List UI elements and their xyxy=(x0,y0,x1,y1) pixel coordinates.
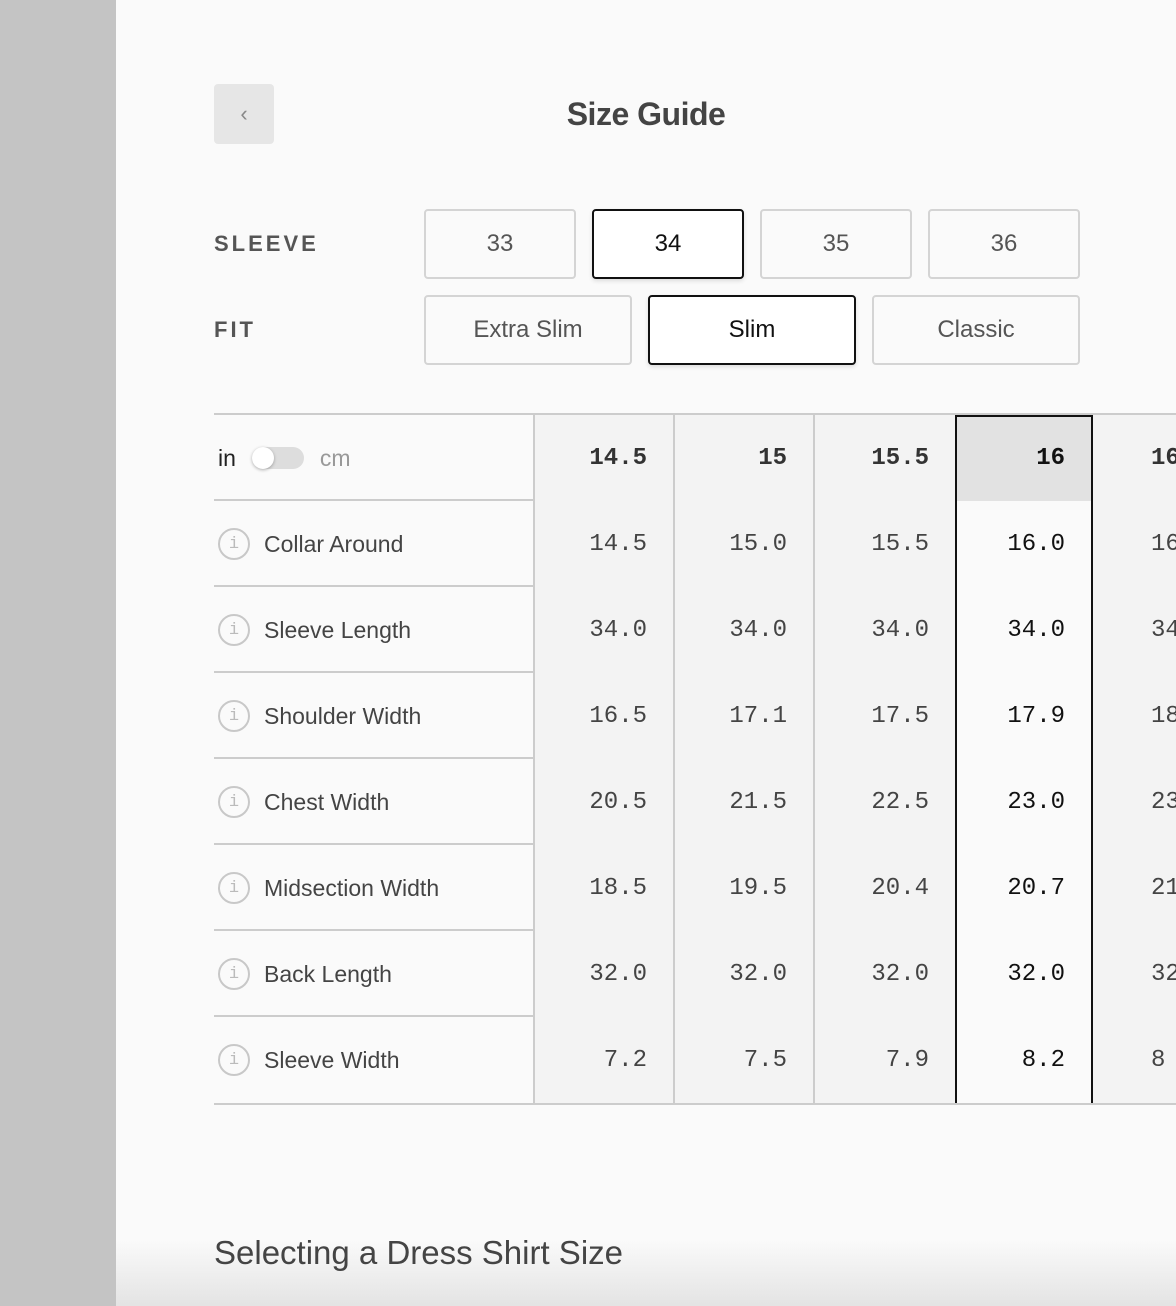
table-row: i Shoulder Width 16.517.117.517.918 xyxy=(214,673,1176,759)
info-icon[interactable]: i xyxy=(218,1044,250,1076)
measurement-label: i Collar Around xyxy=(214,501,403,587)
size-cell[interactable]: 21 xyxy=(1093,845,1176,931)
size-cell[interactable]: 15.0 xyxy=(673,501,813,587)
size-cell[interactable]: 15.5 xyxy=(813,501,955,587)
size-cell[interactable]: 8.2 xyxy=(955,1017,1093,1103)
measurement-name: Sleeve Width xyxy=(264,1046,400,1073)
page-title: Size Guide xyxy=(566,96,726,132)
size-cell[interactable]: 23 xyxy=(1093,759,1176,845)
size-cell[interactable]: 18.5 xyxy=(533,845,673,931)
size-cell[interactable]: 18 xyxy=(1093,673,1176,759)
table-row: i Midsection Width 18.519.520.420.721 xyxy=(214,845,1176,931)
measurement-name: Collar Around xyxy=(264,530,404,557)
fit-label: FIT xyxy=(214,317,256,342)
size-cell[interactable]: 34.0 xyxy=(955,587,1093,673)
size-cell[interactable]: 7.9 xyxy=(813,1017,955,1103)
sleeve-option-36[interactable]: 36 xyxy=(928,209,1080,279)
measurement-label: i Sleeve Width xyxy=(214,1017,400,1103)
sleeve-option-34[interactable]: 34 xyxy=(592,209,744,279)
fit-option-classic[interactable]: Classic xyxy=(872,295,1080,365)
size-cell[interactable]: 23.0 xyxy=(955,759,1093,845)
size-column-header[interactable]: 15 xyxy=(673,415,813,501)
unit-in-label: in xyxy=(218,444,236,471)
size-cell[interactable]: 14.5 xyxy=(533,501,673,587)
section-heading: Selecting a Dress Shirt Size xyxy=(214,1234,624,1271)
measurement-name: Sleeve Length xyxy=(264,616,412,643)
size-column-header[interactable]: 14.5 xyxy=(533,415,673,501)
size-column-header[interactable]: 15.5 xyxy=(813,415,955,501)
chevron-left-icon: ‹ xyxy=(240,101,248,126)
size-cell[interactable]: 7.5 xyxy=(673,1017,813,1103)
measurement-label: i Back Length xyxy=(214,931,392,1017)
size-cell[interactable]: 32.0 xyxy=(533,931,673,1017)
size-cell[interactable]: 16 xyxy=(1093,501,1176,587)
size-cell[interactable]: 34.0 xyxy=(813,587,955,673)
size-cell[interactable]: 32.0 xyxy=(813,931,955,1017)
table-row: i Chest Width 20.521.522.523.023 xyxy=(214,759,1176,845)
size-cell[interactable]: 16.0 xyxy=(955,501,1093,587)
info-icon[interactable]: i xyxy=(218,872,250,904)
fit-option-extra-slim[interactable]: Extra Slim xyxy=(424,295,632,365)
measurement-name: Back Length xyxy=(264,960,392,987)
info-icon[interactable]: i xyxy=(218,700,250,732)
size-cell[interactable]: 17.9 xyxy=(955,673,1093,759)
side-overlay xyxy=(0,0,116,1306)
info-icon[interactable]: i xyxy=(218,958,250,990)
size-cell[interactable]: 34.0 xyxy=(673,587,813,673)
size-column-header[interactable]: 16 xyxy=(955,415,1093,501)
size-column-header[interactable]: 16 xyxy=(1093,415,1176,501)
table-row: i Sleeve Width 7.2 7.5 7.9 8.2 8 xyxy=(214,1017,1176,1103)
back-button[interactable]: ‹ xyxy=(214,84,274,144)
sleeve-option-35[interactable]: 35 xyxy=(760,209,912,279)
measurement-label: i Chest Width xyxy=(214,759,389,845)
size-cell[interactable]: 7.2 xyxy=(533,1017,673,1103)
size-cell[interactable]: 8 xyxy=(1093,1017,1176,1103)
measurement-name: Shoulder Width xyxy=(264,702,422,729)
size-cell[interactable]: 20.7 xyxy=(955,845,1093,931)
table-row: i Collar Around 14.515.015.516.016 xyxy=(214,501,1176,587)
measurement-name: Chest Width xyxy=(264,788,390,815)
unit-toggle[interactable] xyxy=(251,447,304,469)
size-cell[interactable]: 20.5 xyxy=(533,759,673,845)
size-cell[interactable]: 22.5 xyxy=(813,759,955,845)
measurement-name: Midsection Width xyxy=(264,874,440,901)
info-icon[interactable]: i xyxy=(218,614,250,646)
measurement-label: i Midsection Width xyxy=(214,845,439,931)
measurement-label: i Shoulder Width xyxy=(214,673,421,759)
size-cell[interactable]: 19.5 xyxy=(673,845,813,931)
size-cell[interactable]: 20.4 xyxy=(813,845,955,931)
size-cell[interactable]: 17.5 xyxy=(813,673,955,759)
unit-cm-label: cm xyxy=(319,444,351,471)
sleeve-label: SLEEVE xyxy=(214,231,319,256)
size-cell[interactable]: 32.0 xyxy=(673,931,813,1017)
size-cell[interactable]: 17.1 xyxy=(673,673,813,759)
sleeve-option-33[interactable]: 33 xyxy=(424,209,576,279)
fit-option-slim[interactable]: Slim xyxy=(648,295,856,365)
size-cell[interactable]: 21.5 xyxy=(673,759,813,845)
toggle-knob xyxy=(251,447,274,469)
size-cell[interactable]: 34.0 xyxy=(533,587,673,673)
unit-toggle-group: in cm xyxy=(214,415,351,501)
measurement-label: i Sleeve Length xyxy=(214,587,411,673)
size-cell[interactable]: 32 xyxy=(1093,931,1176,1017)
size-cell[interactable]: 34 xyxy=(1093,587,1176,673)
size-cell[interactable]: 32.0 xyxy=(955,931,1093,1017)
info-icon[interactable]: i xyxy=(218,786,250,818)
info-icon[interactable]: i xyxy=(218,528,250,560)
size-cell[interactable]: 16.5 xyxy=(533,673,673,759)
